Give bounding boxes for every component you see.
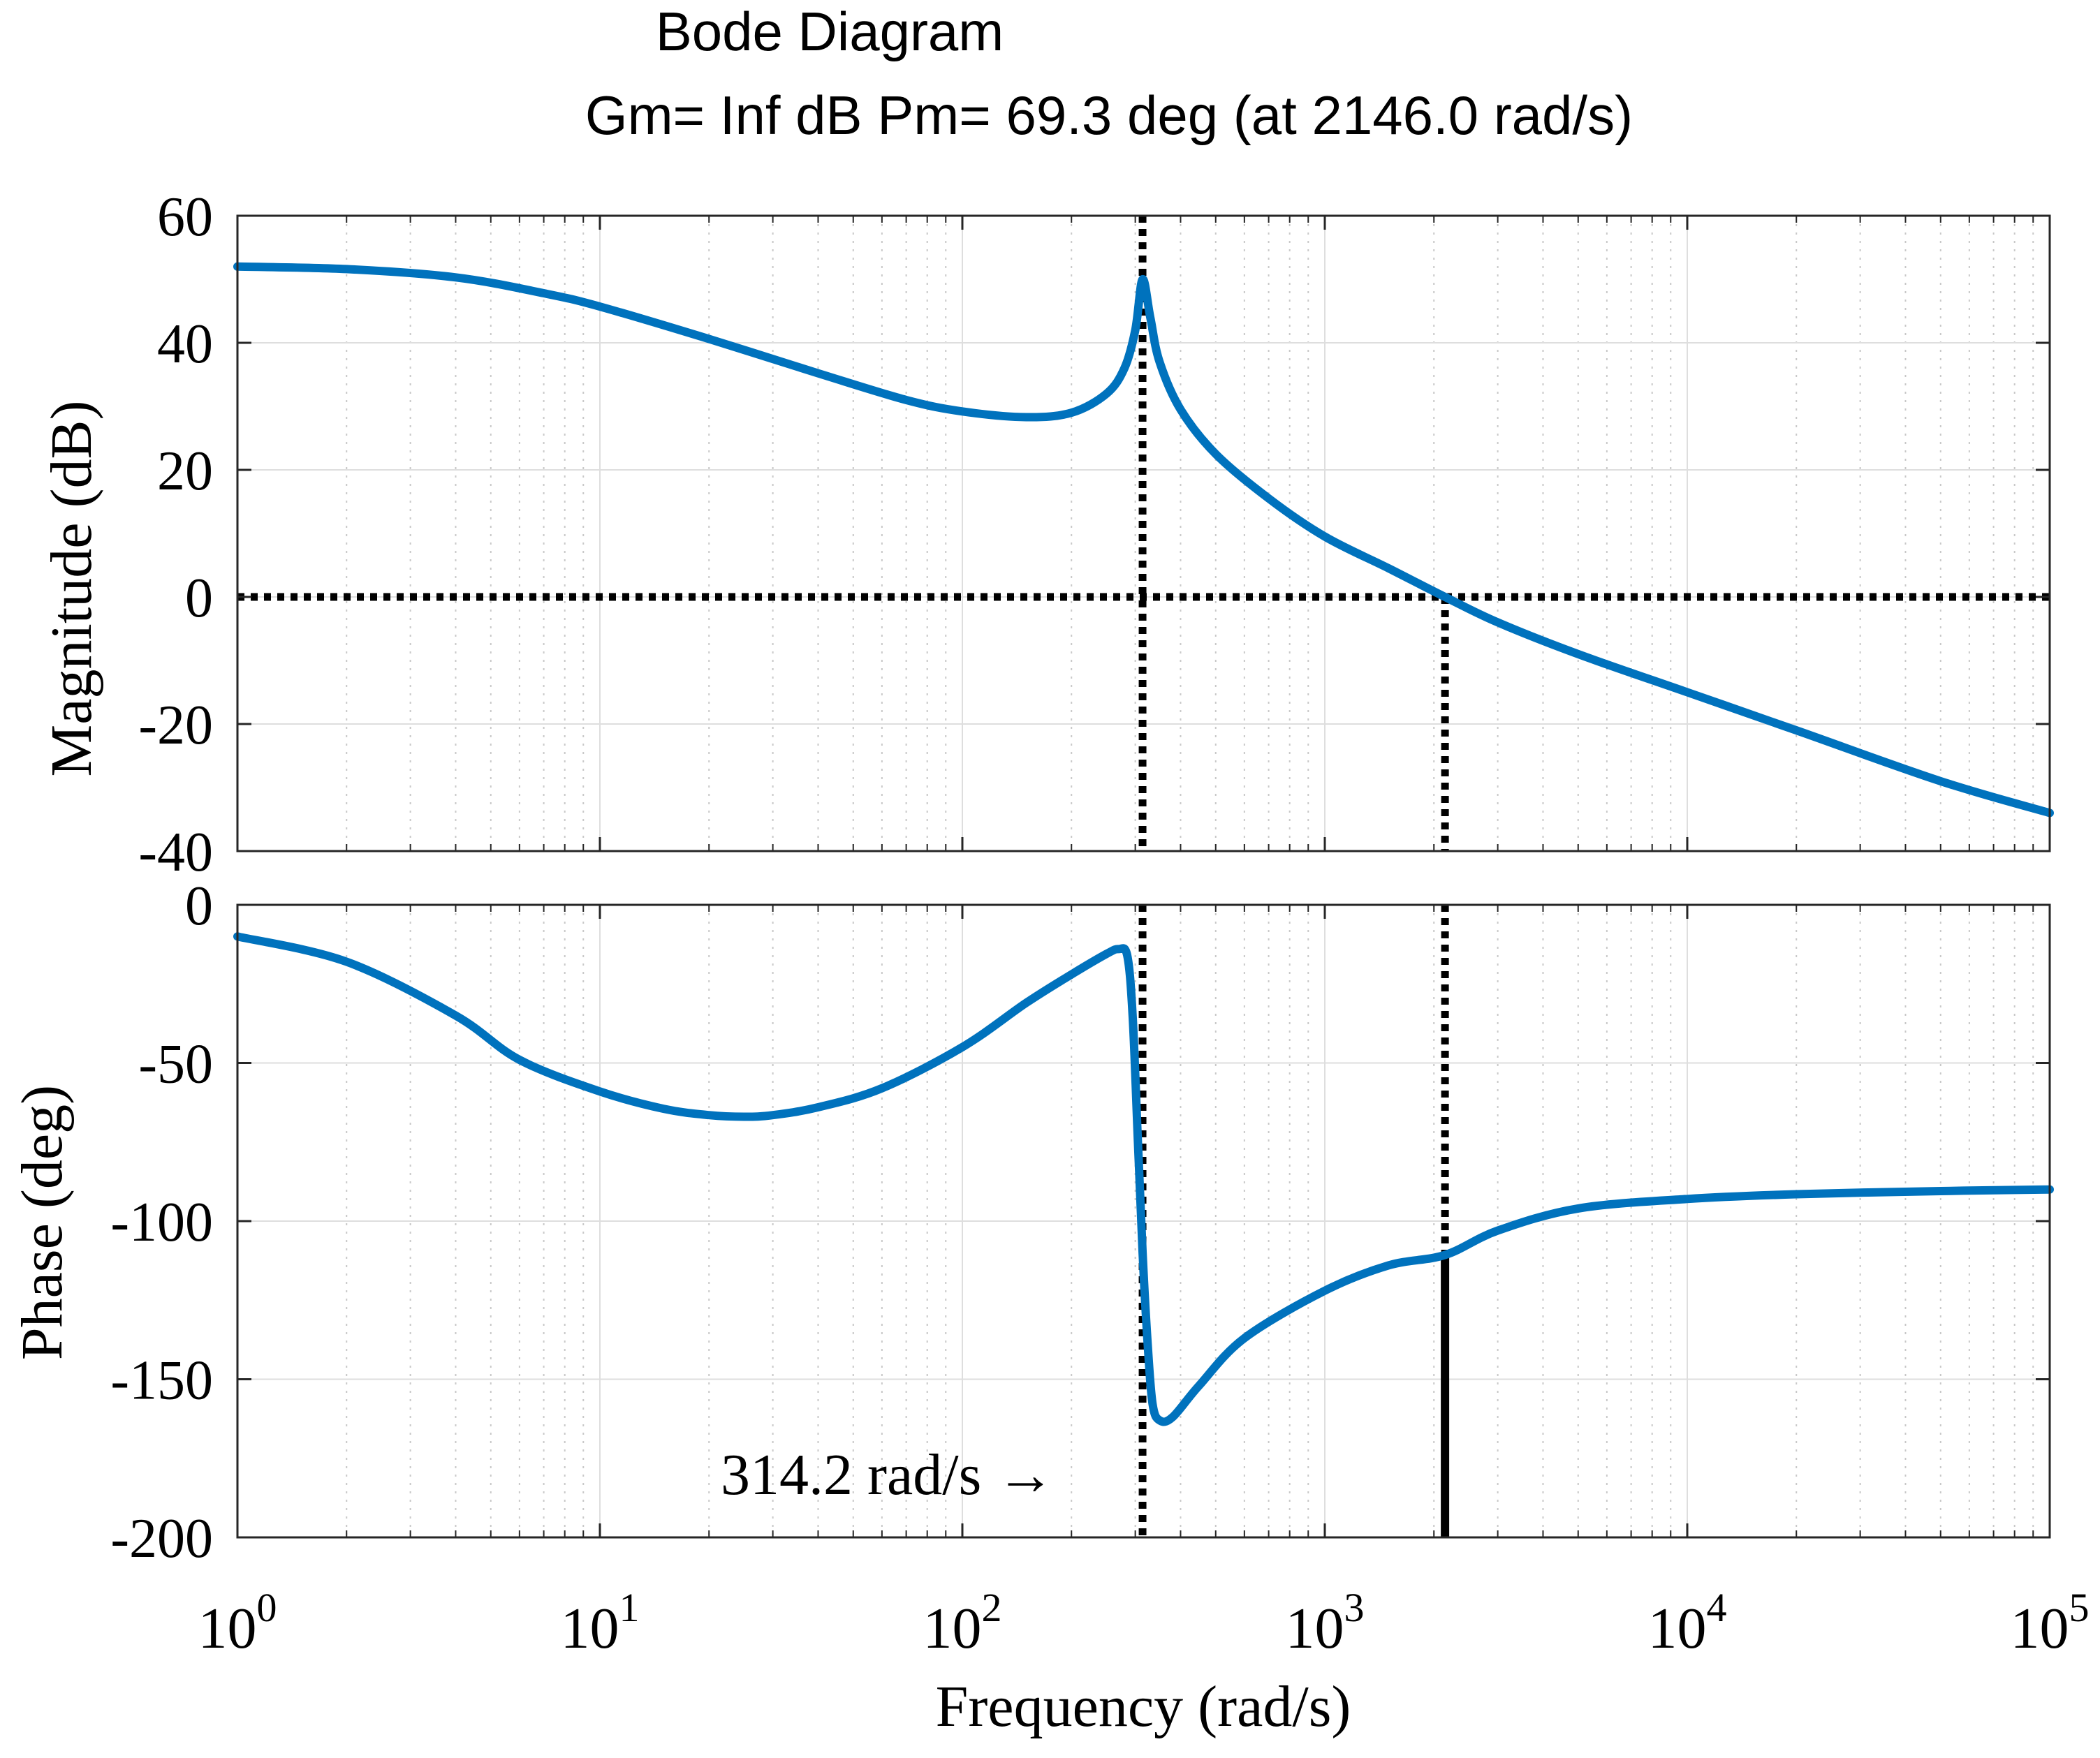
phase-y-tick-label: -100 <box>110 1192 213 1253</box>
magnitude-y-tick-label: 60 <box>157 186 213 248</box>
magnitude-y-tick-label: -20 <box>138 695 213 756</box>
x-tick-label: 105 <box>2011 1585 2090 1661</box>
magnitude-y-tick-label: 20 <box>157 441 213 502</box>
resonance-annotation: 314.2 rad/s → <box>721 1442 1055 1507</box>
phase-y-tick-label: -200 <box>110 1508 213 1569</box>
label-layer: Bode Diagram Gm= Inf dB Pm= 69.3 deg (at… <box>10 1 2090 1739</box>
x-tick-label: 104 <box>1648 1585 1727 1661</box>
magnitude-y-tick-label: 0 <box>185 568 213 629</box>
x-axis-label: Frequency (rad/s) <box>936 1674 1351 1739</box>
marker-layer <box>237 216 2050 1537</box>
x-tick-label: 103 <box>1286 1585 1365 1661</box>
phase-y-tick-label: 0 <box>185 876 213 937</box>
phase-series-line <box>233 932 2054 1426</box>
phase-y-tick-label: -50 <box>138 1034 213 1095</box>
x-tick-label: 102 <box>923 1585 1002 1661</box>
magnitude-series-line <box>233 262 2054 818</box>
x-tick-label: 101 <box>561 1585 640 1661</box>
curve-layer <box>233 262 2054 1426</box>
frame-layer <box>236 214 2051 1539</box>
chart-subtitle: Gm= Inf dB Pm= 69.3 deg (at 2146.0 rad/s… <box>585 84 1633 146</box>
phase-ylabel: Phase (deg) <box>10 1085 75 1360</box>
phase-axes-box <box>236 903 2051 1539</box>
magnitude-ylabel: Magnitude (dB) <box>39 401 104 777</box>
x-tick-label: 100 <box>198 1585 277 1661</box>
phase-y-tick-label: -150 <box>110 1350 213 1412</box>
magnitude-axes-box <box>236 214 2051 852</box>
chart-title: Bode Diagram <box>656 1 1004 62</box>
magnitude-y-tick-label: 40 <box>157 313 213 375</box>
magnitude-y-tick-label: -40 <box>138 822 213 883</box>
